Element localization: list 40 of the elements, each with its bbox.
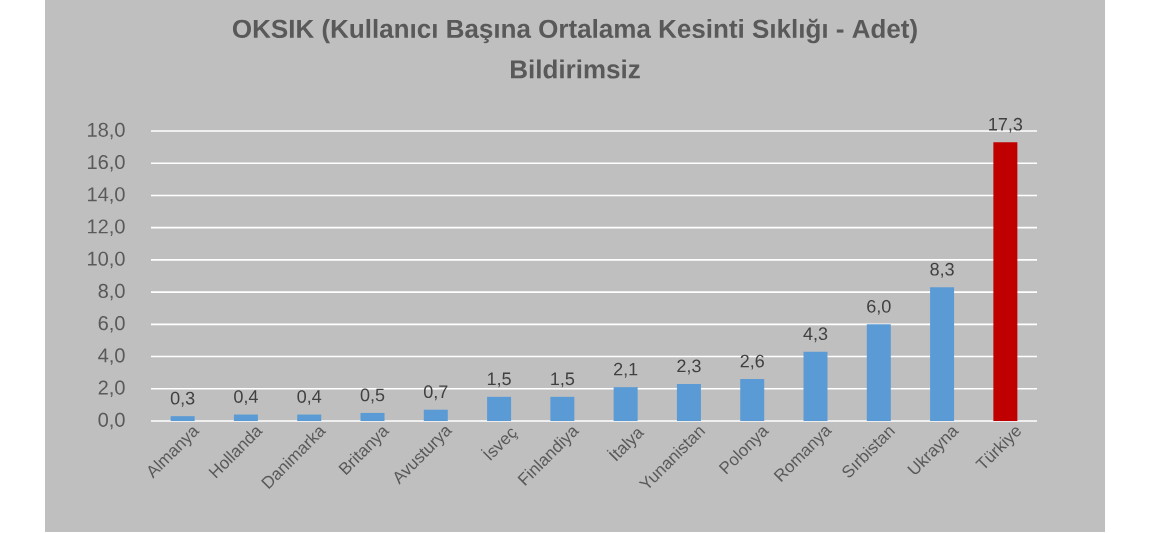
- bar: [360, 412, 385, 421]
- data-label: 6,0: [867, 299, 891, 315]
- data-label: 0,4: [297, 390, 322, 406]
- bar: [740, 379, 765, 421]
- data-label: 4,3: [803, 327, 828, 343]
- y-tick-label: 16,0: [88, 154, 125, 172]
- data-label: 2,3: [677, 359, 701, 375]
- data-label: 0,4: [234, 390, 258, 406]
- bar: [170, 416, 195, 421]
- y-tick-label: 12,0: [88, 219, 125, 236]
- data-label: 8,3: [930, 262, 954, 278]
- chart-subtitle: Bildirimsiz: [511, 59, 640, 79]
- bar: [233, 414, 258, 421]
- bar: [866, 324, 891, 421]
- bar: [487, 396, 512, 421]
- y-tick-label: 4,0: [98, 348, 125, 365]
- bar: [550, 396, 575, 421]
- data-label: 1,5: [487, 372, 511, 388]
- y-tick-label: 8,0: [98, 283, 125, 301]
- data-label: 0,7: [423, 385, 448, 401]
- y-tick-label: 2,0: [98, 380, 125, 398]
- data-label: 17,3: [989, 117, 1023, 133]
- bar: [676, 383, 701, 421]
- y-tick-label: 0,0: [98, 412, 125, 430]
- bar: [297, 414, 322, 421]
- bar: [423, 409, 448, 421]
- data-label: 2,1: [614, 362, 638, 378]
- bar: [803, 351, 828, 421]
- y-tick-label: 14,0: [88, 187, 125, 204]
- bar: [930, 287, 955, 421]
- y-tick-label: 18,0: [88, 122, 125, 140]
- data-label: 0,3: [170, 391, 195, 407]
- y-tick-label: 6,0: [98, 316, 125, 333]
- data-label: 1,5: [551, 372, 575, 388]
- data-label: 2,6: [740, 354, 764, 370]
- y-tick-label: 10,0: [88, 251, 125, 269]
- bar: [613, 387, 638, 421]
- data-label: 0,5: [360, 388, 385, 404]
- bar: [993, 142, 1018, 421]
- chart-title: OKSIK (Kullanıcı Başına Ortalama Kesinti Sıklığı - Adet): [232, 18, 917, 44]
